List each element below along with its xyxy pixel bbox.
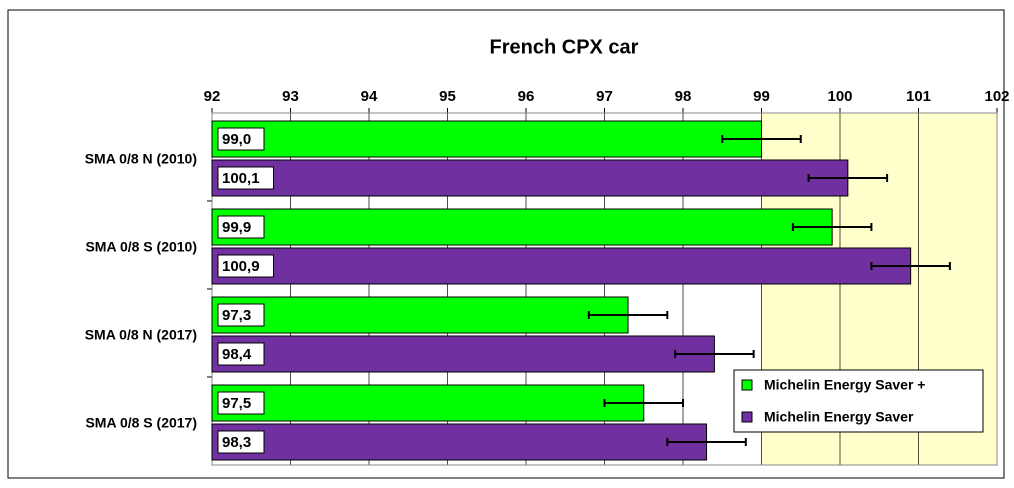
y-tick-label: SMA 0/8 N (2010) (85, 151, 197, 167)
value-label: 97,3 (222, 307, 251, 324)
x-tick-label: 99 (753, 88, 770, 105)
bar (211, 384, 645, 422)
legend-swatch (741, 379, 753, 391)
y-tick-label: SMA 0/8 S (2017) (85, 415, 197, 431)
bar (211, 335, 715, 373)
bar (211, 296, 629, 334)
bar (211, 159, 849, 197)
x-tick-label: 95 (439, 88, 456, 105)
bar (211, 120, 762, 158)
value-label: 99,9 (222, 219, 251, 236)
x-tick-label: 98 (675, 88, 692, 105)
value-label: 98,3 (222, 434, 251, 451)
legend (733, 369, 984, 433)
chart-title: French CPX car (490, 36, 639, 58)
value-label-box (217, 215, 265, 239)
value-label-box (217, 342, 265, 366)
value-label-box (217, 166, 274, 190)
legend-label: Michelin Energy Saver + (764, 377, 925, 393)
value-label: 98,4 (222, 346, 252, 363)
legend-label: Michelin Energy Saver (764, 409, 914, 425)
y-tick-label: SMA 0/8 N (2017) (85, 327, 197, 343)
x-tick-label: 101 (906, 88, 931, 105)
value-label-box (217, 303, 265, 327)
x-tick-label: 100 (827, 88, 852, 105)
value-label-box (217, 430, 265, 454)
value-label-box (217, 391, 265, 415)
bar (211, 423, 708, 461)
x-tick-label: 102 (984, 88, 1009, 105)
x-tick-label: 93 (282, 88, 299, 105)
value-label-box (217, 127, 265, 151)
bar (211, 247, 912, 285)
x-tick-label: 97 (596, 88, 613, 105)
value-label: 100,1 (222, 170, 260, 187)
value-label-box (217, 254, 274, 278)
x-tick-label: 94 (361, 88, 378, 105)
x-tick-label: 96 (518, 88, 535, 105)
value-label: 99,0 (222, 131, 251, 148)
bar (211, 208, 833, 246)
x-tick-label: 92 (204, 88, 221, 105)
legend-swatch (741, 411, 753, 423)
value-label: 97,5 (222, 395, 251, 412)
y-tick-label: SMA 0/8 S (2010) (85, 239, 197, 255)
value-label: 100,9 (222, 258, 260, 275)
